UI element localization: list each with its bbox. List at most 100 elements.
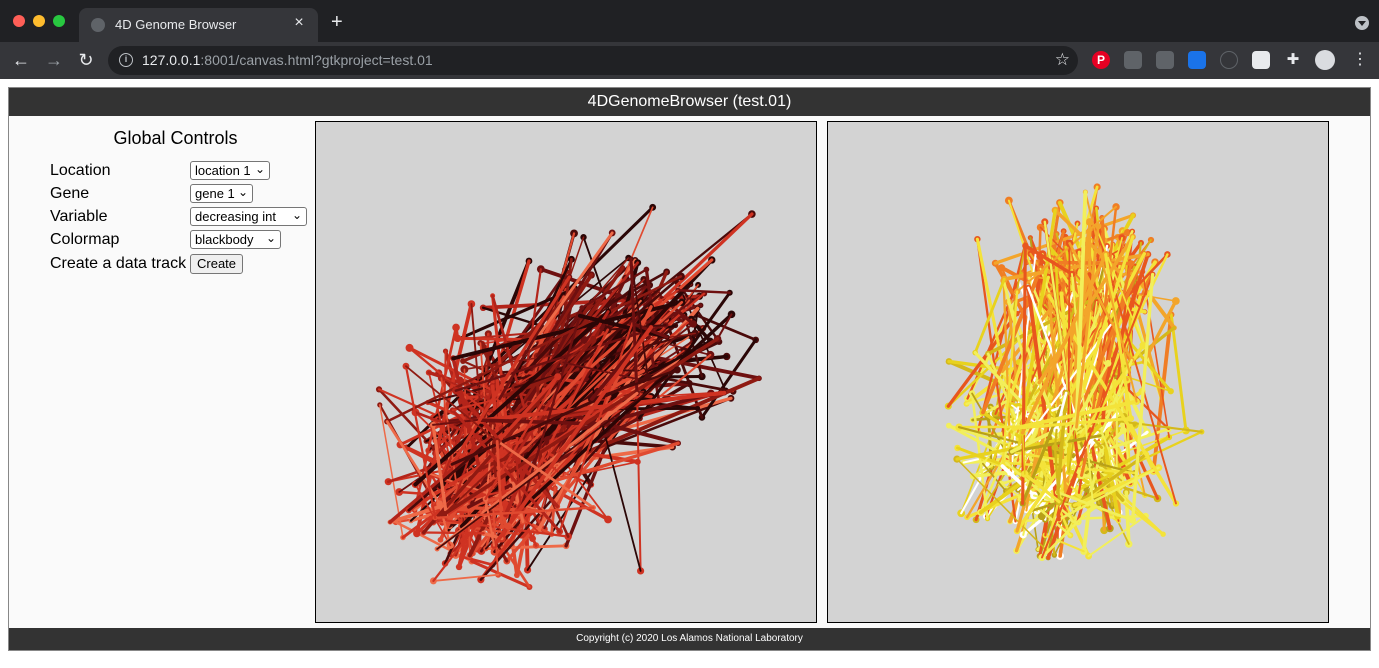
chromatin-segment: [492, 325, 654, 548]
chromatin-segment: [520, 312, 734, 510]
chromatin-segment: [496, 440, 595, 509]
location-row: Location location 1 ⌄: [50, 161, 320, 183]
chromatin-segment: [971, 414, 1019, 422]
app-container: 4DGenomeBrowser (test.01) Global Control…: [8, 87, 1371, 651]
chromatin-segment: [1096, 230, 1177, 505]
chromatin-segment: [1096, 230, 1144, 347]
location-select[interactable]: location 1 ⌄: [190, 161, 270, 180]
chromatin-segment: [404, 365, 437, 520]
page-content: 4DGenomeBrowser (test.01) Global Control…: [0, 79, 1379, 668]
window-zoom-button[interactable]: [53, 15, 65, 27]
chromatin-segment: [1075, 224, 1100, 429]
chromatin-segment: [515, 391, 713, 449]
chromatin-segment: [1023, 472, 1061, 504]
app-footer: Copyright (c) 2020 Los Alamos National L…: [9, 628, 1370, 650]
chromatin-segment: [644, 267, 656, 330]
chromatin-segment: [1056, 391, 1068, 495]
chromatin-segment: [1053, 208, 1121, 274]
chromatin-segment: [1014, 323, 1112, 454]
chevron-down-icon: ⌄: [254, 162, 265, 176]
tab-search-icon[interactable]: [1355, 16, 1369, 30]
chromatin-segment: [490, 384, 508, 517]
create-track-row: Create a data track Create: [50, 254, 320, 276]
bookmark-star-icon[interactable]: ☆: [1054, 50, 1070, 69]
back-button[interactable]: ←: [12, 50, 30, 70]
chromosome-structure-render-right[interactable]: [828, 122, 1328, 622]
chromatin-segment: [1035, 456, 1073, 467]
chromatin-segment: [484, 497, 495, 547]
chromatin-segment: [1142, 299, 1178, 364]
chromatin-segment: [491, 294, 543, 468]
chromatin-segment: [1026, 285, 1061, 522]
extension-icon[interactable]: [1156, 51, 1174, 69]
url-text[interactable]: 127.0.0.1:8001/canvas.html?gtkproject=te…: [142, 52, 433, 68]
chromatin-segment: [414, 483, 452, 547]
chromatin-segment: [584, 376, 761, 455]
tab-close-icon[interactable]: ×: [294, 14, 304, 31]
variable-row: Variable decreasing int ⌄: [50, 207, 320, 229]
forward-button[interactable]: →: [45, 50, 63, 70]
controls-title: Global Controls: [113, 128, 238, 148]
gene-select-value: gene 1: [195, 186, 235, 201]
tab-title: 4D Genome Browser: [115, 17, 237, 32]
structure-viewport-left[interactable]: [315, 121, 817, 623]
chromatin-segment: [1070, 273, 1095, 508]
chromatin-segment: [1021, 432, 1026, 475]
chromatin-segment: [1001, 290, 1019, 468]
chromatin-segment: [1074, 190, 1088, 430]
chromatin-segment: [454, 323, 667, 392]
reload-button[interactable]: ↻: [78, 50, 94, 70]
chromatin-segment: [1053, 446, 1061, 504]
pinterest-icon[interactable]: P: [1092, 51, 1110, 69]
chromatin-segment: [452, 258, 573, 509]
colormap-label: Colormap: [50, 231, 120, 248]
location-select-value: location 1: [195, 163, 251, 178]
site-info-icon[interactable]: i: [119, 53, 133, 67]
chromatin-segment: [432, 573, 500, 582]
chart-icon[interactable]: [1188, 51, 1206, 69]
chromatin-segment: [413, 309, 611, 487]
address-bar[interactable]: i 127.0.0.1:8001/canvas.html?gtkproject=…: [108, 46, 1078, 75]
browser-tab[interactable]: 4D Genome Browser ×: [79, 8, 318, 42]
chromatin-segment: [637, 291, 732, 420]
window-close-button[interactable]: [13, 15, 25, 27]
puzzle-icon[interactable]: ✚: [1286, 51, 1300, 68]
chromatin-segment: [514, 446, 523, 509]
chromatin-segment: [973, 277, 1006, 355]
colormap-select[interactable]: blackbody ⌄: [190, 230, 281, 249]
avatar[interactable]: [1315, 50, 1335, 70]
chromatin-segment: [407, 438, 524, 512]
browser-menu-icon[interactable]: ⋮: [1352, 51, 1368, 68]
global-controls-panel: Global Controls Location location 1 ⌄ Ge…: [9, 116, 314, 626]
chromatin-bead: [504, 522, 512, 530]
chromatin-segment: [440, 377, 493, 402]
chromatin-segment: [425, 270, 569, 471]
window-minimize-button[interactable]: [33, 15, 45, 27]
chromatin-segment: [1021, 244, 1027, 505]
variable-select[interactable]: decreasing int ⌄: [190, 207, 307, 226]
chromosome-structure-render-left[interactable]: [316, 122, 816, 622]
chromatin-segment: [1056, 491, 1134, 522]
chromatin-segment: [1040, 505, 1095, 559]
chromatin-segment: [433, 506, 595, 520]
new-tab-button[interactable]: +: [331, 11, 343, 33]
gene-select[interactable]: gene 1 ⌄: [190, 184, 253, 203]
info-extension-icon[interactable]: [1220, 51, 1238, 69]
chromatin-segment: [1130, 272, 1155, 522]
chromatin-segment: [1043, 220, 1071, 400]
chromatin-segment: [1084, 191, 1138, 403]
chevron-down-icon: ⌄: [265, 231, 276, 245]
chromatin-segment: [956, 458, 1047, 551]
chromatin-segment: [1041, 273, 1154, 559]
structure-viewport-right[interactable]: [827, 121, 1329, 623]
chromatin-segment: [676, 289, 731, 294]
chromatin-segment: [496, 375, 560, 444]
chromatin-segment: [1169, 313, 1188, 432]
browser-toolbar: ← → ↻ i 127.0.0.1:8001/canvas.html?gtkpr…: [0, 42, 1379, 79]
create-button[interactable]: Create: [190, 254, 244, 274]
chromatin-segment: [993, 213, 1135, 265]
qr-icon[interactable]: [1252, 51, 1270, 69]
chromatin-segment: [629, 257, 639, 395]
layers-icon[interactable]: [1124, 51, 1142, 69]
chromatin-segment: [450, 275, 571, 466]
